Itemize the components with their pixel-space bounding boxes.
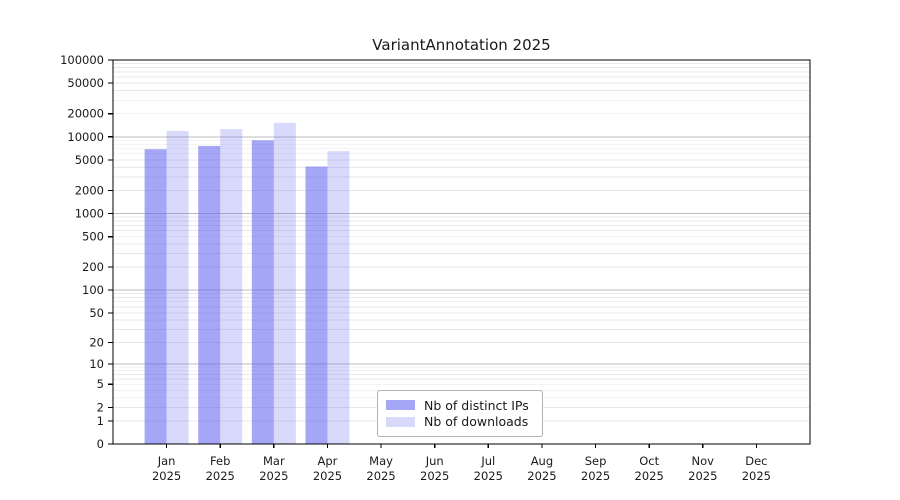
bar-jan-1 [166, 130, 189, 444]
x-tick-label-month: Apr [318, 454, 338, 468]
legend: Nb of distinct IPs Nb of downloads [377, 390, 543, 437]
y-tick-label: 20 [89, 335, 104, 349]
plot-frame [112, 59, 811, 445]
y-tick-label: 500 [82, 230, 104, 244]
bars [144, 122, 350, 445]
y-tick-label: 5000 [75, 153, 104, 167]
x-tick-label-year: 2025 [635, 469, 664, 483]
x-tick-label-year: 2025 [474, 469, 503, 483]
chart-title: VariantAnnotation 2025 [372, 36, 551, 54]
x-tick-label-year: 2025 [313, 469, 342, 483]
y-tick-label: 20000 [67, 107, 104, 121]
legend-label-distinct-ips: Nb of distinct IPs [424, 397, 529, 413]
x-tick-label-year: 2025 [420, 469, 449, 483]
y-tick-label: 1 [97, 414, 104, 428]
bar-apr-1 [327, 151, 350, 444]
x-tick-label-month: Jun [425, 454, 444, 468]
x-tick-label-month: Nov [692, 454, 715, 468]
y-tick-label: 2 [97, 400, 104, 414]
y-tick-label: 2000 [75, 183, 104, 197]
legend-swatch-downloads [386, 416, 415, 427]
x-tick-label-year: 2025 [152, 469, 181, 483]
x-axis: Jan2025Feb2025Mar2025Apr2025May2025Jun20… [152, 444, 771, 483]
bar-feb-1 [220, 129, 243, 444]
y-tick-label: 50000 [67, 76, 104, 90]
y-tick-label: 100000 [60, 53, 104, 67]
x-tick-label-month: Dec [745, 454, 767, 468]
legend-item-downloads: Nb of downloads [386, 414, 534, 430]
y-tick-label: 0 [97, 437, 104, 451]
legend-swatch-distinct-ips [386, 400, 415, 411]
x-tick-label-year: 2025 [527, 469, 556, 483]
x-tick-label-month: Jan [157, 454, 176, 468]
bar-mar-0 [251, 140, 274, 444]
x-tick-label-month: Aug [531, 454, 553, 468]
legend-item-distinct-ips: Nb of distinct IPs [386, 397, 534, 413]
x-tick-label-year: 2025 [742, 469, 771, 483]
bar-apr-0 [305, 166, 328, 444]
y-tick-label: 200 [82, 260, 104, 274]
bar-jan-0 [144, 149, 167, 444]
y-tick-label: 50 [89, 306, 104, 320]
x-tick-label-month: Mar [263, 454, 285, 468]
x-tick-label-year: 2025 [581, 469, 610, 483]
y-tick-label: 10 [89, 357, 104, 371]
x-tick-label-month: Oct [639, 454, 659, 468]
y-tick-label: 100 [82, 283, 104, 297]
y-tick-label: 10000 [67, 130, 104, 144]
legend-label-downloads: Nb of downloads [424, 414, 529, 430]
x-tick-label-month: Jul [480, 454, 495, 468]
bar-feb-0 [198, 145, 221, 444]
x-tick-label-year: 2025 [366, 469, 395, 483]
y-tick-label: 5 [97, 377, 104, 391]
x-tick-label-month: May [369, 454, 393, 468]
x-tick-label-year: 2025 [206, 469, 235, 483]
x-tick-label-month: Feb [210, 454, 230, 468]
y-axis: 1000005000020000100005000200010005002001… [60, 53, 113, 451]
x-tick-label-year: 2025 [688, 469, 717, 483]
y-tick-label: 1000 [75, 207, 104, 221]
bar-mar-1 [273, 122, 296, 445]
x-tick-label-year: 2025 [259, 469, 288, 483]
x-tick-label-month: Sep [585, 454, 607, 468]
